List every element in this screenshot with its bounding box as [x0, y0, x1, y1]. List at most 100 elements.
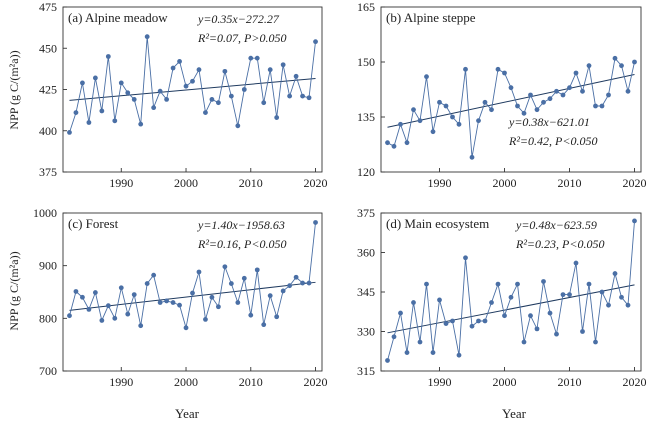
data-point — [443, 103, 449, 109]
data-point — [280, 62, 286, 68]
data-point — [274, 115, 280, 120]
data-point — [619, 63, 624, 69]
data-point — [625, 88, 631, 94]
data-point — [495, 281, 501, 287]
data-point — [164, 97, 170, 102]
data-point — [183, 83, 189, 89]
data-point — [515, 103, 520, 109]
data-point — [216, 100, 221, 106]
data-point — [170, 65, 176, 71]
data-point — [404, 350, 410, 355]
data-point — [261, 322, 267, 328]
data-point — [125, 90, 131, 96]
data-point — [450, 318, 455, 324]
data-point — [99, 108, 105, 114]
data-point — [235, 300, 241, 305]
data-point — [92, 290, 98, 295]
data-point — [196, 269, 202, 275]
chart-panel-4: 315 330 345 360 375 1990 2000 2010 2020 (d) Main … — [357, 206, 647, 389]
data-point — [274, 314, 280, 320]
trend-line — [387, 284, 635, 334]
data-point — [515, 281, 520, 287]
data-point — [80, 80, 85, 86]
data-point — [534, 107, 540, 113]
x-tick-label: 2010 — [558, 375, 582, 389]
data-point — [437, 99, 442, 105]
data-point — [612, 55, 618, 61]
data-point — [508, 85, 514, 91]
data-point — [125, 311, 131, 317]
x-tick-label: 2010 — [558, 176, 582, 190]
y-tick-label: 900 — [39, 259, 57, 273]
data-point — [267, 67, 273, 73]
panel-title: (c) Forest — [68, 216, 119, 231]
data-point — [469, 154, 475, 160]
data-point — [625, 302, 631, 308]
data-point — [105, 54, 111, 59]
trend-line — [69, 77, 316, 101]
data-point — [222, 264, 228, 270]
data-point — [476, 318, 481, 324]
data-point — [151, 272, 157, 278]
data-point — [293, 274, 299, 280]
regression-equation: y=0.35x−272.27 — [197, 12, 280, 26]
x-tick-label: 1990 — [109, 375, 133, 389]
data-point — [203, 110, 208, 115]
data-point — [573, 70, 579, 76]
x-axis-label-left: Year — [175, 406, 200, 421]
data-point — [632, 218, 637, 224]
data-point — [443, 321, 449, 326]
data-point — [86, 120, 92, 125]
x-tick-label: 2000 — [174, 375, 198, 389]
data-point — [430, 129, 436, 135]
data-point — [398, 310, 403, 316]
data-point — [254, 55, 260, 61]
data-point — [118, 285, 124, 291]
data-point — [248, 55, 254, 61]
data-point — [541, 99, 546, 105]
data-point — [567, 292, 572, 298]
data-point — [404, 140, 410, 146]
x-tick-label: 2000 — [493, 176, 517, 190]
y-tick-label: 330 — [357, 325, 375, 339]
data-point — [502, 313, 507, 319]
x-tick-label: 2010 — [239, 176, 263, 190]
data-point — [99, 318, 105, 323]
data-point — [138, 323, 144, 329]
panel-title: (a) Alpine meadow — [68, 10, 168, 25]
data-point — [86, 306, 92, 312]
data-point — [495, 66, 501, 72]
data-point — [177, 302, 182, 308]
data-point — [385, 140, 390, 146]
data-point — [528, 92, 533, 98]
x-tick-label: 1990 — [428, 176, 452, 190]
data-point — [170, 300, 176, 305]
data-point — [67, 130, 72, 135]
data-point — [508, 294, 514, 300]
data-point — [138, 121, 144, 127]
data-point — [203, 316, 208, 322]
x-tick-label: 2000 — [493, 375, 517, 389]
data-point — [209, 294, 215, 300]
data-point — [151, 105, 157, 111]
data-point — [456, 121, 462, 127]
y-tick-label: 165 — [357, 0, 375, 14]
data-point — [437, 297, 442, 303]
data-point — [606, 302, 611, 308]
data-point — [456, 352, 462, 358]
data-point — [216, 304, 221, 310]
plot-frame — [62, 212, 323, 372]
regression-stats: R²=0.07, P>0.050 — [197, 31, 286, 45]
data-point — [157, 300, 163, 305]
y-tick-label: 800 — [39, 311, 57, 325]
y-tick-label: 150 — [357, 55, 375, 69]
x-tick-label: 1990 — [428, 375, 452, 389]
x-tick-label: 2020 — [304, 176, 328, 190]
y-tick-label: 400 — [39, 124, 57, 138]
x-tick-label: 2020 — [623, 375, 647, 389]
data-point — [632, 59, 637, 65]
data-point — [619, 294, 624, 300]
data-point — [599, 289, 605, 295]
data-point — [241, 275, 247, 281]
data-point — [306, 95, 312, 101]
